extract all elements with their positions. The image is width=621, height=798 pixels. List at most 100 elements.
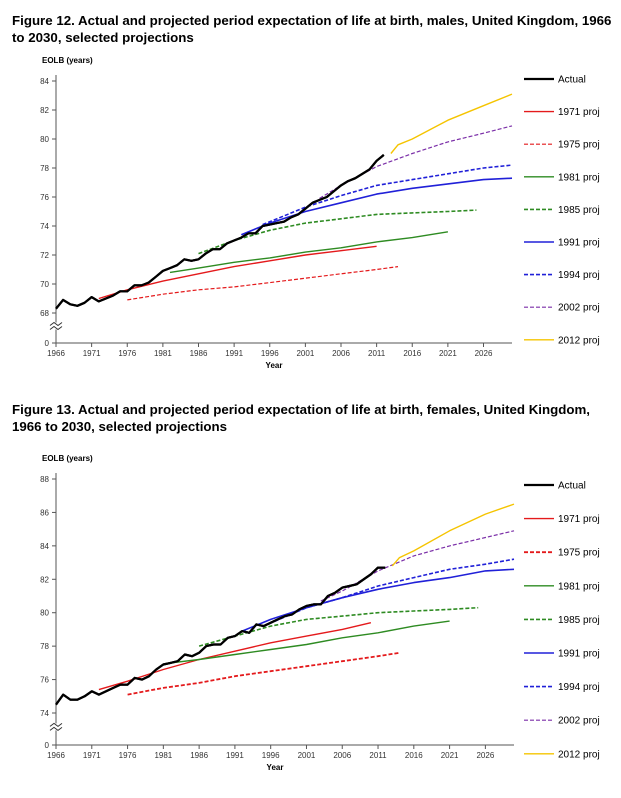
y-tick-label: 76 — [40, 193, 49, 202]
x-axis-label: Year — [267, 763, 284, 772]
legend-label: 2012 proj — [558, 335, 600, 346]
legend-item: 2012 proj — [524, 749, 600, 760]
x-tick-label: 1976 — [118, 349, 136, 358]
legend-label: 2012 proj — [558, 749, 600, 760]
y-tick-label: 80 — [40, 609, 49, 618]
x-tick-label: 1991 — [226, 751, 244, 760]
series-line-1975-proj — [127, 651, 400, 696]
legend-item: 1971 proj — [524, 514, 600, 525]
y-tick-label: 82 — [40, 106, 49, 115]
y-axis-label: EOLB (years) — [42, 454, 93, 463]
x-tick-label: 1976 — [119, 751, 137, 760]
legend-label: 1985 proj — [558, 205, 600, 216]
legend-item: 1994 proj — [524, 270, 600, 281]
x-tick-label: 1966 — [47, 349, 65, 358]
series-line-actual-top — [55, 154, 385, 310]
legend-item: 2002 proj — [524, 716, 600, 727]
figure-13-title: Figure 13. Actual and projected period e… — [12, 402, 591, 434]
series-line-2012-proj — [391, 503, 515, 567]
x-tick-label: 1966 — [47, 751, 65, 760]
y-tick-label: 74 — [40, 709, 49, 718]
legend-label: 1991 proj — [558, 649, 600, 660]
y-tick-label: 70 — [40, 280, 49, 289]
x-tick-label: 2001 — [298, 751, 316, 760]
series-line-1985-proj — [198, 209, 477, 255]
x-tick-label: 2011 — [368, 349, 386, 358]
axis-break-icon — [49, 321, 63, 331]
legend-item: Actual — [524, 75, 586, 86]
legend-item: 1985 proj — [524, 205, 600, 216]
series-line-1981-proj — [170, 620, 450, 664]
legend-item: 1985 proj — [524, 615, 600, 626]
legend-item: 1975 proj — [524, 548, 600, 559]
legend-item: 1975 proj — [524, 140, 600, 151]
legend-item: 1994 proj — [524, 682, 600, 693]
x-tick-label: 2026 — [476, 751, 494, 760]
series-line-1991-proj — [241, 568, 515, 632]
legend-item: 2012 proj — [524, 335, 600, 346]
legend-label: 2002 proj — [558, 303, 600, 314]
y-tick-label: 80 — [40, 135, 49, 144]
legend-label: 1994 proj — [558, 682, 600, 693]
x-tick-label: 2021 — [439, 349, 457, 358]
y-tick-label: 82 — [40, 575, 49, 584]
y-tick-label: 84 — [40, 77, 49, 86]
figure-12-title: Figure 12. Actual and projected period e… — [12, 13, 612, 45]
x-tick-label: 1981 — [154, 349, 172, 358]
series-line-1994-proj — [263, 558, 515, 627]
x-tick-label: 2016 — [403, 349, 421, 358]
legend-item: 2002 proj — [524, 303, 600, 314]
x-tick-label: 1996 — [261, 349, 279, 358]
y-tick-label: 0 — [45, 741, 50, 750]
legend-label: Actual — [558, 481, 586, 492]
legend-label: 1985 proj — [558, 615, 600, 626]
x-tick-label: 2016 — [405, 751, 423, 760]
x-tick-label: 2006 — [333, 751, 351, 760]
series-line-1981-proj — [169, 231, 449, 274]
legend-item: Actual — [524, 481, 586, 492]
y-tick-label: 88 — [40, 475, 49, 484]
series-line-1971-proj — [98, 245, 377, 300]
y-tick-label: 74 — [40, 222, 49, 231]
y-tick-label: 86 — [40, 508, 49, 517]
x-tick-label: 1971 — [83, 751, 101, 760]
legend-item: 1981 proj — [524, 172, 600, 183]
y-tick-label: 84 — [40, 542, 49, 551]
axis-break-icon — [49, 722, 63, 732]
legend-label: 1975 proj — [558, 140, 600, 151]
y-tick-label: 0 — [45, 339, 50, 348]
x-tick-label: 2026 — [475, 349, 493, 358]
x-tick-label: 1991 — [225, 349, 243, 358]
series-line-1985-proj — [198, 606, 479, 647]
series-line-1991-proj — [240, 177, 513, 236]
series-line-actual-top — [55, 566, 386, 706]
legend-label: 1994 proj — [558, 270, 600, 281]
y-tick-label: 78 — [40, 164, 49, 173]
x-tick-label: 1981 — [154, 751, 172, 760]
y-tick-label: 68 — [40, 309, 49, 318]
x-tick-label: 2021 — [441, 751, 459, 760]
series-line-2002-proj — [320, 530, 515, 602]
y-axis-label: EOLB (years) — [42, 56, 93, 65]
x-tick-label: 1986 — [190, 751, 208, 760]
legend-label: 1981 proj — [558, 172, 600, 183]
series-line-1971-proj — [98, 622, 372, 691]
legend-item: 1971 proj — [524, 107, 600, 118]
legend-label: 1975 proj — [558, 548, 600, 559]
series-line-1975-proj — [127, 266, 399, 301]
legend-item: 1991 proj — [524, 649, 600, 660]
x-tick-label: 1971 — [83, 349, 101, 358]
series-line-1994-proj — [262, 164, 513, 226]
legend-label: 1981 proj — [558, 581, 600, 592]
series-line-actual — [55, 566, 386, 706]
y-tick-label: 72 — [40, 251, 49, 260]
legend-label: 1971 proj — [558, 514, 600, 525]
x-tick-label: 2011 — [369, 751, 387, 760]
x-tick-label: 2006 — [332, 349, 350, 358]
x-tick-label: 2001 — [296, 349, 314, 358]
legend-label: 1991 proj — [558, 238, 600, 249]
legend-item: 1991 proj — [524, 238, 600, 249]
legend-label: 2002 proj — [558, 716, 600, 727]
